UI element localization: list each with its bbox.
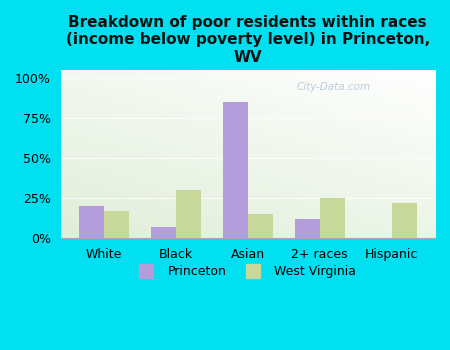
Bar <box>223 102 248 238</box>
Title: Breakdown of poor residents within races
(income below poverty level) in Princet: Breakdown of poor residents within races… <box>66 15 430 65</box>
Bar <box>104 211 129 238</box>
Bar <box>79 206 104 238</box>
Bar <box>248 214 273 238</box>
Bar <box>320 198 345 238</box>
Bar <box>392 203 417 238</box>
Bar <box>151 226 176 238</box>
Legend: Princeton, West Virginia: Princeton, West Virginia <box>139 265 356 279</box>
Bar <box>295 219 320 238</box>
Bar <box>176 190 201 238</box>
Text: City-Data.com: City-Data.com <box>297 82 371 92</box>
